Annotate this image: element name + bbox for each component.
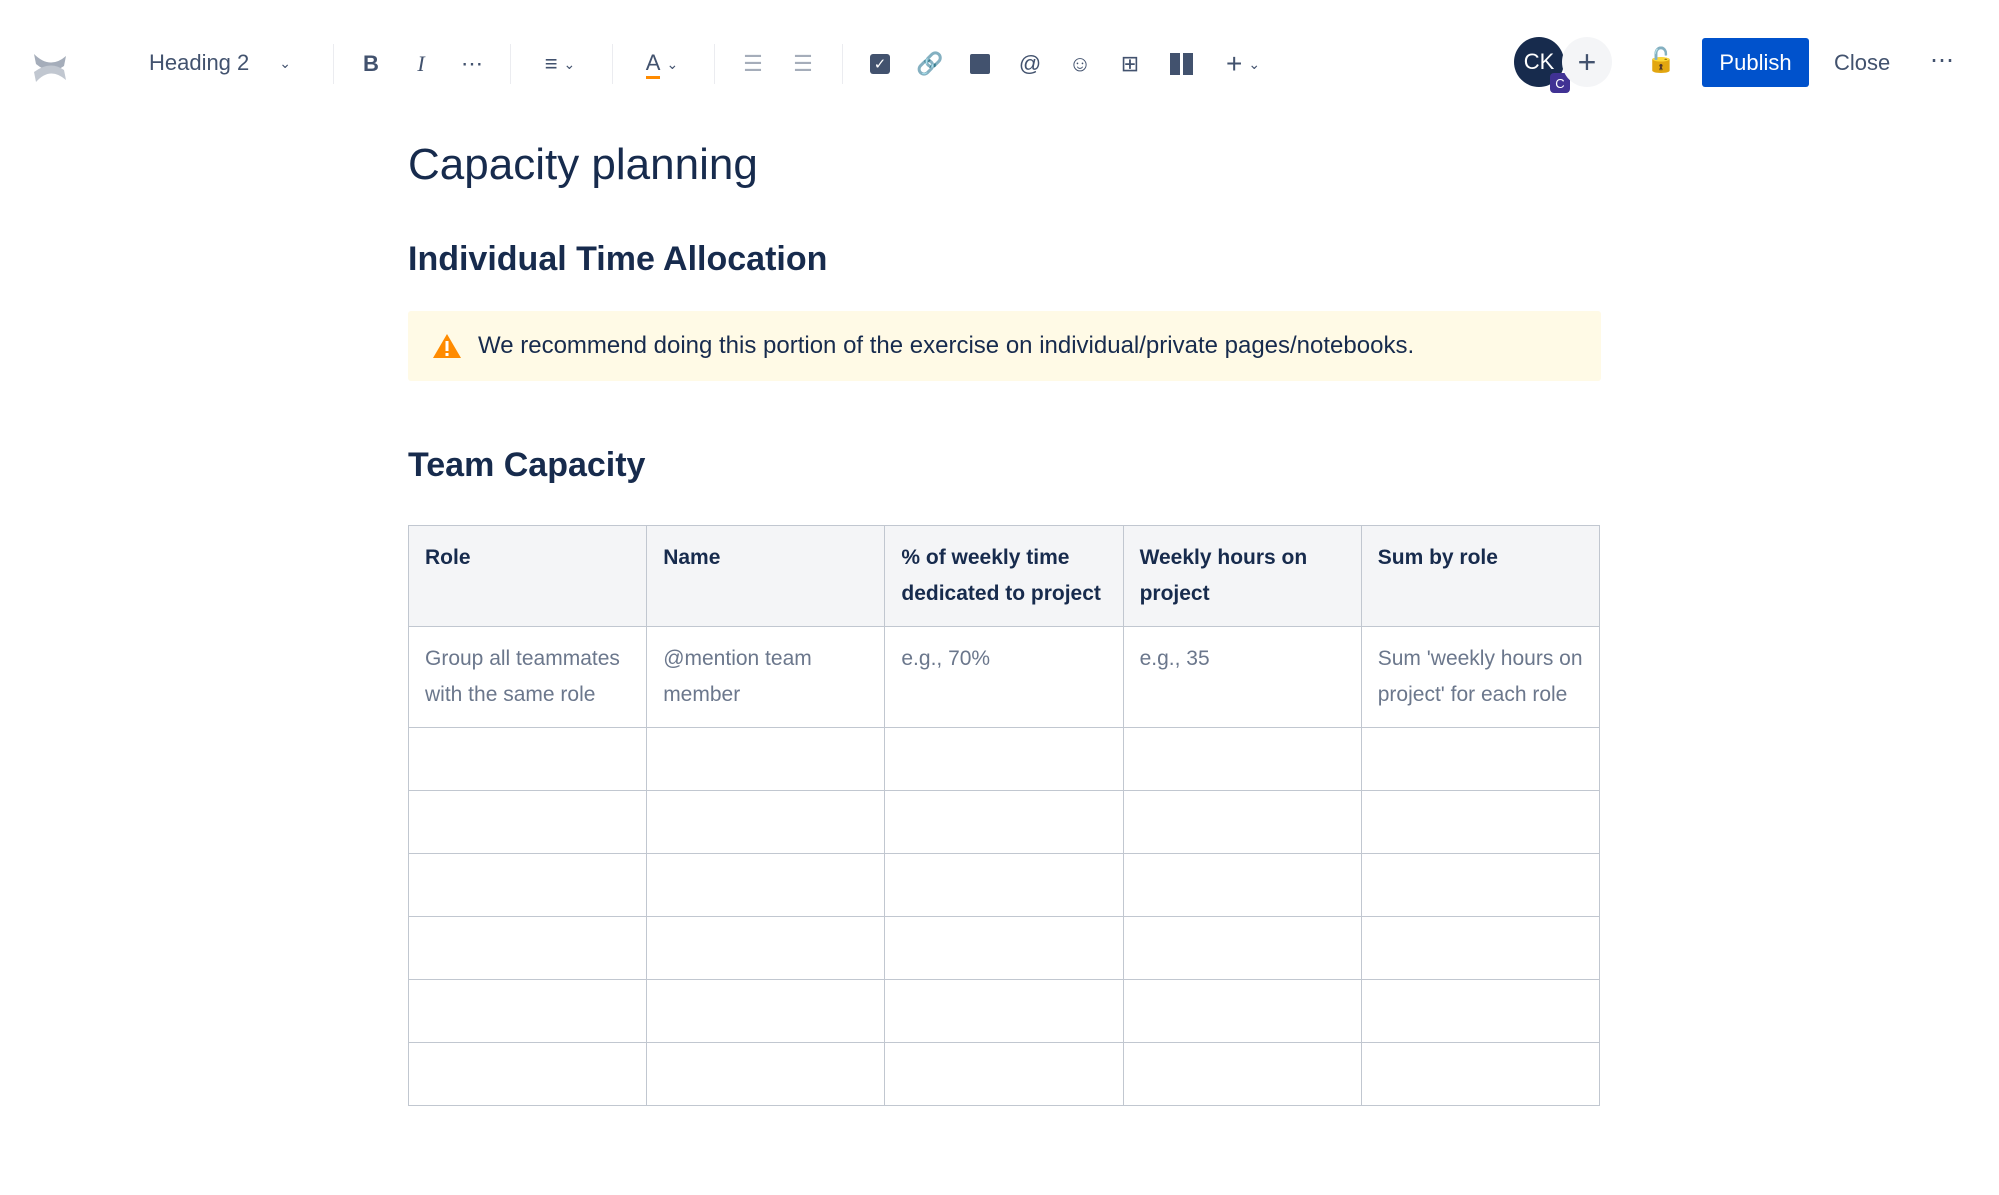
close-button[interactable]: Close — [1834, 50, 1891, 75]
table-row — [407, 853, 1601, 917]
table-cell[interactable] — [884, 979, 1124, 1043]
table-cell[interactable] — [1360, 979, 1601, 1043]
table-cell[interactable] — [1360, 853, 1601, 917]
table-cell[interactable] — [884, 790, 1124, 854]
table-cell[interactable] — [1360, 916, 1601, 980]
team-capacity-table[interactable]: Role Name % of weekly time dedicated to … — [407, 525, 1601, 1106]
table-cell[interactable]: @mention team member — [646, 626, 886, 728]
table-cell[interactable] — [407, 853, 648, 917]
table-cell[interactable] — [884, 916, 1124, 980]
table-cell[interactable] — [1122, 1042, 1362, 1106]
table-cell[interactable] — [407, 916, 648, 980]
divider — [714, 44, 715, 84]
numbered-list-icon[interactable]: ☰ — [793, 51, 813, 76]
bullet-list-icon[interactable]: ☰ — [743, 51, 763, 76]
more-icon[interactable]: ⋯ — [1930, 47, 1954, 74]
table-cell[interactable] — [407, 979, 648, 1043]
table-row: Group all teammates with the same role @… — [407, 626, 1601, 728]
divider — [333, 44, 334, 84]
divider — [510, 44, 511, 84]
table-icon[interactable]: ⊞ — [1120, 51, 1140, 76]
table-cell[interactable] — [646, 916, 886, 980]
text-style-dropdown[interactable]: Heading 2 ⌄ — [140, 38, 300, 88]
table-cell[interactable] — [646, 790, 886, 854]
table-cell[interactable] — [884, 853, 1124, 917]
table-cell[interactable]: Sum 'weekly hours on project' for each r… — [1360, 626, 1601, 728]
chevron-down-icon: ⌄ — [279, 54, 292, 71]
header-sum-by-role[interactable]: Sum by role — [1360, 525, 1601, 627]
table-cell[interactable] — [646, 727, 886, 791]
table-cell[interactable] — [1360, 727, 1601, 791]
table-row — [407, 727, 1601, 791]
table-row — [407, 916, 1601, 980]
action-item-icon[interactable]: ✓ — [864, 48, 896, 80]
image-icon[interactable] — [964, 48, 996, 80]
table-cell[interactable]: Group all teammates with the same role — [407, 626, 648, 728]
table-cell[interactable] — [884, 727, 1124, 791]
mention-icon[interactable]: @ — [1018, 51, 1042, 76]
table-cell[interactable] — [1360, 790, 1601, 854]
heading-individual-time-allocation: Individual Time Allocation — [408, 240, 828, 278]
avatar[interactable]: CK C — [1514, 37, 1570, 93]
table-cell[interactable] — [407, 1042, 648, 1106]
table-cell[interactable] — [646, 853, 886, 917]
header-percent-time[interactable]: % of weekly time dedicated to project — [884, 525, 1124, 627]
warning-icon — [433, 334, 461, 358]
table-cell[interactable] — [1122, 790, 1362, 854]
publish-button[interactable]: Publish — [1702, 38, 1809, 87]
layouts-icon[interactable] — [1165, 48, 1197, 80]
divider — [612, 44, 613, 84]
header-role[interactable]: Role — [407, 525, 648, 627]
table-cell[interactable] — [1122, 727, 1362, 791]
table-cell[interactable] — [1360, 1042, 1601, 1106]
align-icon[interactable]: ≡ ⌄ — [544, 51, 576, 76]
invite-button[interactable]: + — [1562, 37, 1612, 87]
divider — [842, 44, 843, 84]
link-icon[interactable]: 🔗 — [916, 51, 944, 76]
table-cell[interactable]: e.g., 35 — [1122, 626, 1362, 728]
unlock-icon[interactable]: 🔓 — [1646, 47, 1676, 74]
table-cell[interactable] — [1122, 916, 1362, 980]
warning-text: We recommend doing this portion of the e… — [478, 332, 1415, 359]
text-style-label: Heading 2 — [148, 50, 250, 75]
table-cell[interactable] — [407, 790, 648, 854]
table-row — [407, 1042, 1601, 1106]
table-header-row: Role Name % of weekly time dedicated to … — [407, 525, 1601, 627]
avatar-badge: C — [1550, 73, 1570, 93]
table-cell[interactable] — [646, 1042, 886, 1106]
header-weekly-hours[interactable]: Weekly hours on project — [1122, 525, 1362, 627]
table-cell[interactable] — [646, 979, 886, 1043]
italic-icon[interactable]: I — [417, 51, 425, 76]
table-row — [407, 979, 1601, 1043]
table-cell[interactable]: e.g., 70% — [884, 626, 1124, 728]
table-row — [407, 790, 1601, 854]
heading-team-capacity: Team Capacity — [408, 446, 646, 484]
table-cell[interactable] — [1122, 979, 1362, 1043]
page-title[interactable]: Capacity planning — [408, 140, 758, 189]
more-formatting-icon[interactable]: ⋯ — [461, 51, 483, 76]
insert-icon[interactable]: + ⌄ — [1225, 48, 1261, 79]
emoji-icon[interactable]: ☺ — [1068, 51, 1092, 76]
table-cell[interactable] — [884, 1042, 1124, 1106]
text-color-icon[interactable]: A ⌄ — [636, 48, 688, 80]
confluence-logo[interactable] — [30, 48, 70, 88]
warning-panel: We recommend doing this portion of the e… — [408, 311, 1601, 381]
table-cell[interactable] — [1122, 853, 1362, 917]
header-name[interactable]: Name — [646, 525, 886, 627]
table-cell[interactable] — [407, 727, 648, 791]
bold-icon[interactable]: B — [363, 51, 379, 76]
